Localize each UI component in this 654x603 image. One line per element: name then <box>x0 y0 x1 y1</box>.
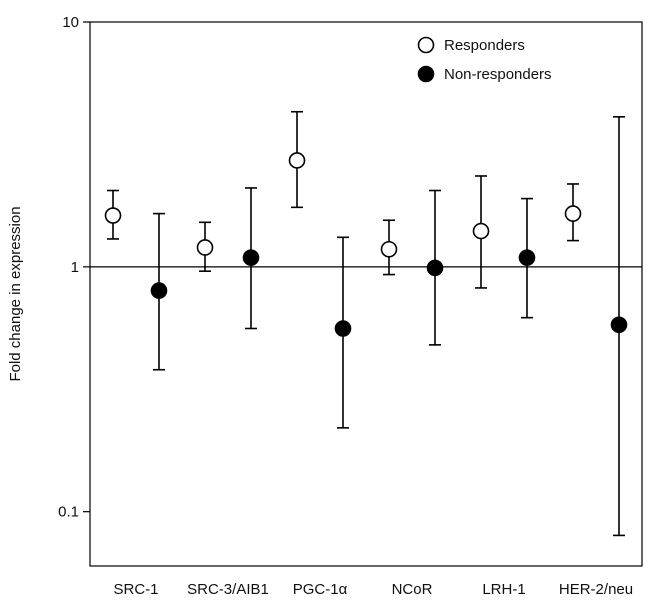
legend-label: Responders <box>444 37 525 54</box>
x-tick-label: NCoR <box>392 581 433 598</box>
non-responders-point <box>426 259 444 277</box>
x-ticks: SRC-1 SRC-3/AIB1 PGC-1α NCoR LRH-1 HER-2/neu <box>113 581 633 598</box>
legend: Responders Non-responders <box>417 36 552 83</box>
x-tick-label: LRH-1 <box>482 581 525 598</box>
legend-marker-responders <box>417 36 435 54</box>
y-tick-label: 0.1 <box>58 504 79 521</box>
x-tick-label: HER-2/neu <box>559 581 633 598</box>
non-responders-point <box>610 316 628 334</box>
y-tick-label: 10 <box>62 14 79 31</box>
responders-point <box>564 205 582 222</box>
legend-marker-non-responders <box>417 65 435 83</box>
non-responders-point <box>334 320 352 337</box>
x-tick-label: PGC-1α <box>293 581 348 598</box>
responders-point <box>288 152 306 169</box>
y-ticks: 0.1 1 10 <box>58 14 90 521</box>
x-tick-label: SRC-3/AIB1 <box>187 581 269 598</box>
responders-point <box>380 240 398 258</box>
plot-frame <box>89 21 643 567</box>
y-axis-title: Fold change in expression <box>7 206 24 381</box>
non-responders-point <box>242 249 260 266</box>
non-responders-point <box>518 249 536 266</box>
responders-point <box>196 239 214 256</box>
responders-point <box>104 207 122 224</box>
y-tick-label: 1 <box>71 259 79 276</box>
non-responders-point <box>150 282 168 299</box>
responders-point <box>472 222 490 240</box>
legend-label: Non-responders <box>444 66 552 83</box>
x-tick-label: SRC-1 <box>113 581 158 598</box>
data-marks <box>104 110 628 537</box>
